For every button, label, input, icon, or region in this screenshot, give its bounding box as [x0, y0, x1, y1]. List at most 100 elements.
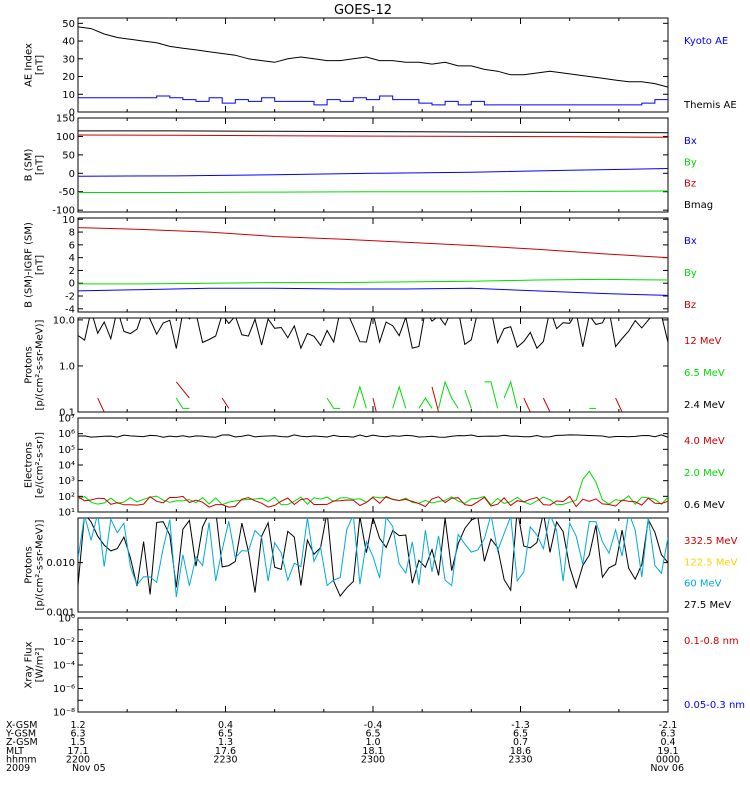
series-segment	[97, 397, 105, 412]
x-tick-value: 1.3	[218, 737, 233, 748]
series-line-0-6-mev	[78, 434, 668, 438]
y-tick-label: 10⁶	[58, 429, 75, 440]
y-tick-label: 10⁵	[58, 445, 75, 456]
x-tick-value: 18.1	[362, 746, 383, 757]
x-tick-value: 6.5	[218, 729, 233, 740]
series-segment	[175, 381, 190, 399]
x-tick-value: 6.3	[660, 729, 675, 740]
y-tick-label: 100	[56, 132, 75, 143]
y-tick-label: 0	[69, 279, 75, 290]
y-tick-label: 10	[62, 90, 75, 101]
panel-frame	[77, 617, 669, 713]
x-tick-value: 6.5	[365, 729, 380, 740]
x-tick-value: 2330	[508, 754, 532, 765]
y-axis-label: Protons	[24, 546, 35, 583]
y-tick-label: 10⁴	[58, 461, 75, 472]
x-tick-value: -2.1	[659, 720, 678, 731]
legend-entry: 12 MeV	[684, 336, 722, 347]
x-tick-value: 1.0	[365, 737, 380, 748]
series-line-2-4-mev	[78, 318, 668, 350]
x-tick-value: 1.2	[70, 720, 85, 731]
series-line-kyoto-ae	[78, 95, 668, 106]
x-tick-value: 17.1	[67, 746, 88, 757]
series-segment	[503, 380, 518, 409]
series-line-bx	[78, 287, 668, 296]
x-tick-value: 17.6	[215, 746, 236, 757]
y-axis-label: Electrons	[24, 442, 35, 488]
series-segment	[326, 397, 341, 409]
x-tick-value: 0.4	[660, 737, 675, 748]
series-line-bz	[78, 227, 668, 259]
series-line-60-mev	[78, 518, 668, 598]
series-line-themis-ae	[78, 26, 668, 88]
y-axis-label: AE Index	[24, 43, 35, 87]
y-tick-label: 30	[62, 54, 75, 65]
x-row-label: X-GSM	[6, 720, 37, 731]
series-segment	[418, 397, 433, 409]
x-row-label: Z-GSM	[6, 737, 38, 748]
legend-entry: Bz	[684, 179, 696, 190]
legend-entry: 0.05-0.3 nm	[684, 700, 745, 711]
legend-entry: By	[684, 157, 697, 168]
series-group	[78, 318, 668, 412]
y-tick-label: 10¹	[58, 508, 75, 519]
series-segment	[484, 381, 499, 409]
x-tick-value: Nov 06	[650, 763, 684, 774]
plot-title: GOES-12	[334, 3, 392, 18]
panel-bdiff: -4-2 0 2 4 68 10 B (SM)-IGRF (SM) [nT] Bx By Bz	[24, 215, 697, 316]
series-segment	[221, 397, 230, 409]
series-line-27-5-mev	[78, 518, 668, 598]
series-segment	[372, 397, 377, 412]
x-axis-labels: X-GSMY-GSMZ-GSMMLThhmm20091.26.31.517.12…	[5, 720, 684, 774]
y-tick-label: 0.001	[46, 608, 75, 619]
y-tick-label: 10⁷	[58, 414, 75, 425]
y-tick-label: 10	[62, 215, 75, 226]
y-axis-label: B (SM)	[24, 148, 35, 181]
x-tick-value: 0.7	[513, 737, 528, 748]
legend-entry: Bz	[684, 300, 696, 311]
series-segment	[392, 385, 407, 409]
series-line-bmag	[78, 130, 668, 134]
series-group	[78, 130, 668, 193]
panel-frame	[77, 217, 669, 313]
legend-entry: By	[684, 268, 697, 279]
series-line-bx	[78, 168, 668, 177]
y-tick-label: -2	[65, 292, 75, 303]
y-tick-label: 0	[69, 169, 75, 180]
x-tick-value: 6.5	[513, 729, 528, 740]
y-tick-label: -100	[52, 206, 75, 217]
y-tick-label: 50	[62, 19, 75, 30]
x-tick-value: -0.4	[364, 720, 383, 731]
y-tick-label: -4	[65, 304, 75, 315]
x-tick-value: 2230	[213, 754, 237, 765]
y-tick-label: -50	[59, 187, 75, 198]
y-tick-label: 0.010	[46, 558, 75, 569]
y-tick-label: 10²	[58, 492, 75, 503]
x-tick-value: Nov 05	[72, 763, 106, 774]
series-line-2-0-mev	[78, 470, 668, 506]
y-tick-label: 4	[69, 253, 75, 264]
x-row-label: Y-GSM	[5, 729, 36, 740]
series-group	[78, 227, 668, 296]
x-tick-value: 0.4	[218, 720, 233, 731]
y-axis-label: [nT]	[35, 155, 46, 175]
x-row-label: MLT	[6, 746, 24, 757]
y-axis-label: [nT]	[35, 55, 46, 75]
legend-entry: Bmag	[684, 200, 713, 211]
y-tick-label: 10⁰	[58, 614, 75, 625]
series-segment	[464, 389, 472, 409]
y-tick-label: 10.0	[53, 315, 75, 326]
legend-entry: 332.5 MeV	[684, 536, 738, 547]
series-line-by	[78, 190, 668, 193]
x-tick-value: 2200	[66, 754, 90, 765]
x-tick-value: 0000	[656, 754, 680, 765]
legend-entry: Kyoto AE	[684, 36, 728, 47]
series-segment	[615, 397, 623, 412]
legend-entry: 0.6 MeV	[684, 500, 725, 511]
legend-entry: 122.5 MeV	[684, 557, 738, 568]
series-line-bz	[78, 134, 668, 138]
legend-entry: 60 MeV	[684, 579, 722, 590]
y-axis-label: [p/(cm²-s-sr-MeV)]	[35, 319, 46, 410]
